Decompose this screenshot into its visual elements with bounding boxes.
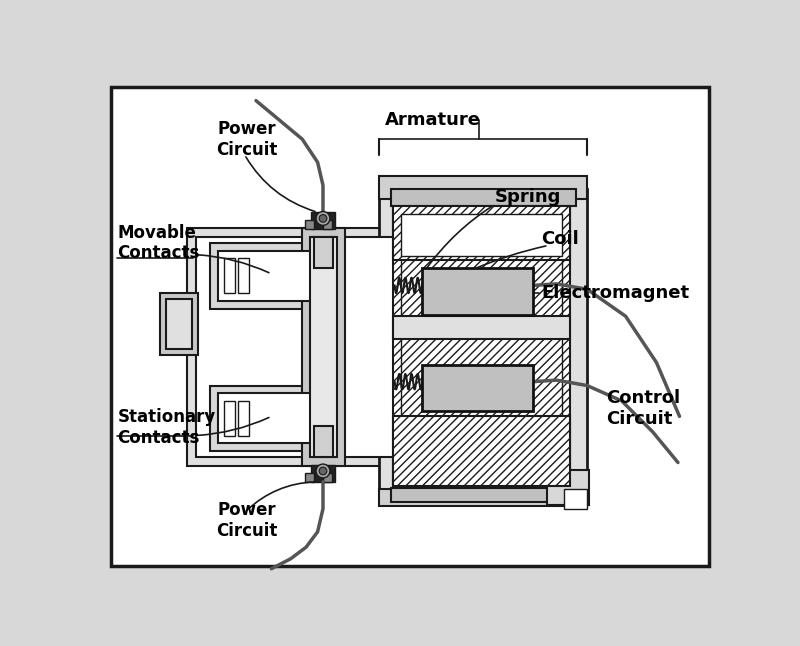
Bar	[401, 214, 562, 480]
Bar	[305, 472, 314, 482]
Bar	[238, 401, 249, 435]
Bar	[393, 206, 570, 260]
Bar	[210, 386, 326, 451]
Bar	[311, 213, 335, 229]
Bar	[302, 227, 345, 466]
Bar	[218, 251, 318, 301]
Text: Control
Circuit: Control Circuit	[606, 390, 681, 428]
Circle shape	[319, 214, 327, 222]
Text: Stationary
Contacts: Stationary Contacts	[118, 408, 216, 447]
Bar	[379, 189, 587, 490]
Bar	[564, 490, 587, 508]
Bar	[390, 488, 575, 502]
Bar	[314, 237, 333, 267]
Bar	[393, 317, 570, 339]
Bar	[393, 416, 570, 486]
Bar	[310, 237, 337, 457]
Text: Armature: Armature	[385, 111, 481, 129]
Circle shape	[316, 464, 330, 478]
Circle shape	[316, 211, 330, 225]
Bar	[314, 426, 333, 457]
Bar	[422, 365, 534, 411]
Circle shape	[319, 467, 327, 475]
Bar	[393, 206, 570, 488]
Text: Spring: Spring	[494, 188, 561, 206]
Bar	[196, 237, 405, 457]
Bar	[311, 465, 335, 482]
Bar	[422, 269, 534, 315]
Bar	[210, 243, 326, 309]
Bar	[390, 189, 575, 206]
Text: Movable
Contacts: Movable Contacts	[118, 224, 200, 262]
Bar	[379, 490, 587, 506]
Bar	[238, 258, 249, 293]
Bar	[323, 220, 332, 229]
Text: Electromagnet: Electromagnet	[541, 284, 689, 302]
Bar	[186, 227, 414, 466]
Text: Coil: Coil	[541, 230, 578, 248]
Bar	[379, 176, 587, 199]
Text: Power
Circuit: Power Circuit	[216, 501, 278, 539]
Bar	[305, 220, 314, 229]
Bar	[224, 258, 235, 293]
Bar	[323, 472, 332, 482]
Bar	[401, 214, 562, 256]
Bar	[224, 401, 235, 435]
Text: Power
Circuit: Power Circuit	[216, 120, 278, 158]
Bar	[166, 299, 192, 349]
Bar	[547, 470, 590, 505]
Bar	[218, 393, 318, 443]
Bar	[160, 293, 198, 355]
